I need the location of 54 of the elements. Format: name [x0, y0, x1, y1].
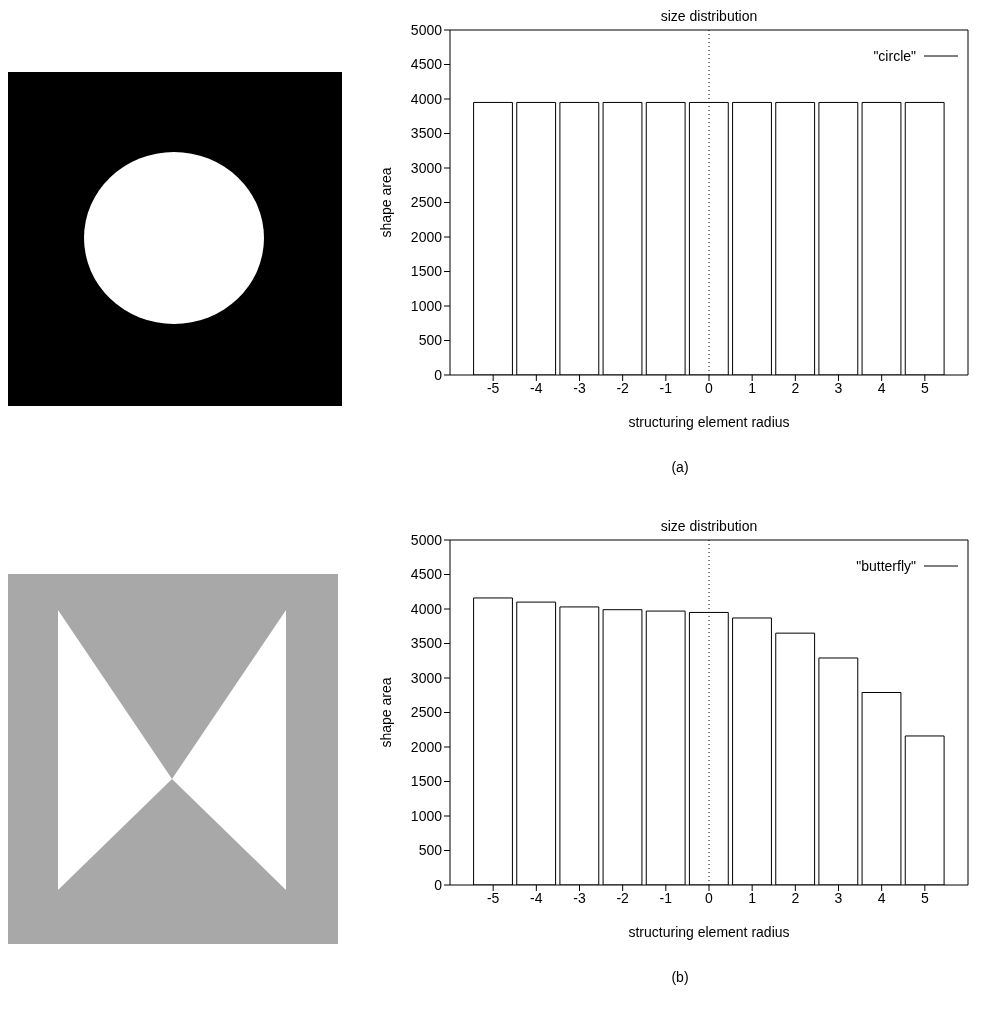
x-tick-label: 4: [877, 889, 886, 906]
y-tick-label: 3500: [410, 125, 443, 142]
y-tick-label: 1500: [410, 263, 443, 280]
x-tick-label: 2: [791, 379, 800, 396]
y-tick-label: 3000: [410, 159, 443, 176]
y-tick-label: 2500: [410, 704, 443, 721]
y-tick-label: 2000: [410, 738, 443, 755]
x-tick-label: 4: [877, 379, 886, 396]
y-axis-title: shape area: [377, 167, 394, 238]
x-tick-label: -3: [573, 379, 586, 396]
y-tick-label: 3000: [410, 669, 443, 686]
x-tick-label: -5: [486, 889, 500, 906]
x-tick-label: -1: [659, 379, 673, 396]
y-tick-label: 2500: [410, 194, 443, 211]
x-tick-label: 0: [705, 379, 714, 396]
x-tick-label: -2: [616, 889, 630, 906]
y-tick-label: 0: [434, 876, 443, 893]
chart-title: size distribution: [659, 518, 759, 534]
x-tick-label: 3: [834, 889, 843, 906]
x-tick-label: 3: [834, 379, 843, 396]
legend-label: "butterfly": [856, 558, 916, 574]
y-tick-label: 3500: [410, 635, 443, 652]
x-tick-label: -2: [616, 379, 630, 396]
y-tick-label: 4500: [410, 566, 443, 583]
chart-title: size distribution: [659, 8, 759, 24]
text: (a): [670, 459, 690, 475]
x-tick-label: -4: [530, 379, 543, 396]
y-tick-label: 4500: [410, 56, 443, 73]
y-tick-label: 500: [418, 332, 443, 349]
x-tick-label: 5: [920, 379, 929, 396]
x-axis-title: structuring element radius: [628, 414, 790, 430]
x-tick-label: -5: [486, 379, 500, 396]
x-tick-label: -4: [530, 889, 543, 906]
y-tick-label: 500: [418, 842, 443, 859]
y-tick-label: 0: [434, 366, 443, 383]
x-tick-label: -1: [659, 889, 673, 906]
y-axis-title: shape area: [377, 677, 394, 748]
x-tick-label: -3: [573, 889, 586, 906]
x-tick-label: 5: [920, 889, 929, 906]
y-tick-label: 1000: [410, 807, 443, 824]
y-tick-label: 4000: [410, 600, 443, 617]
y-tick-label: 2000: [410, 228, 443, 245]
text: (b): [670, 969, 690, 985]
y-tick-label: 1500: [410, 773, 443, 790]
x-axis-title: structuring element radius: [628, 924, 790, 940]
x-tick-label: 1: [748, 379, 757, 396]
y-tick-label: 5000: [410, 531, 443, 548]
y-tick-label: 5000: [410, 21, 443, 38]
y-tick-label: 4000: [410, 90, 443, 107]
y-tick-label: 1000: [410, 297, 443, 314]
x-tick-label: 0: [705, 889, 714, 906]
legend-label: "circle": [873, 48, 916, 64]
x-tick-label: 2: [791, 889, 800, 906]
x-tick-label: 1: [748, 889, 757, 906]
